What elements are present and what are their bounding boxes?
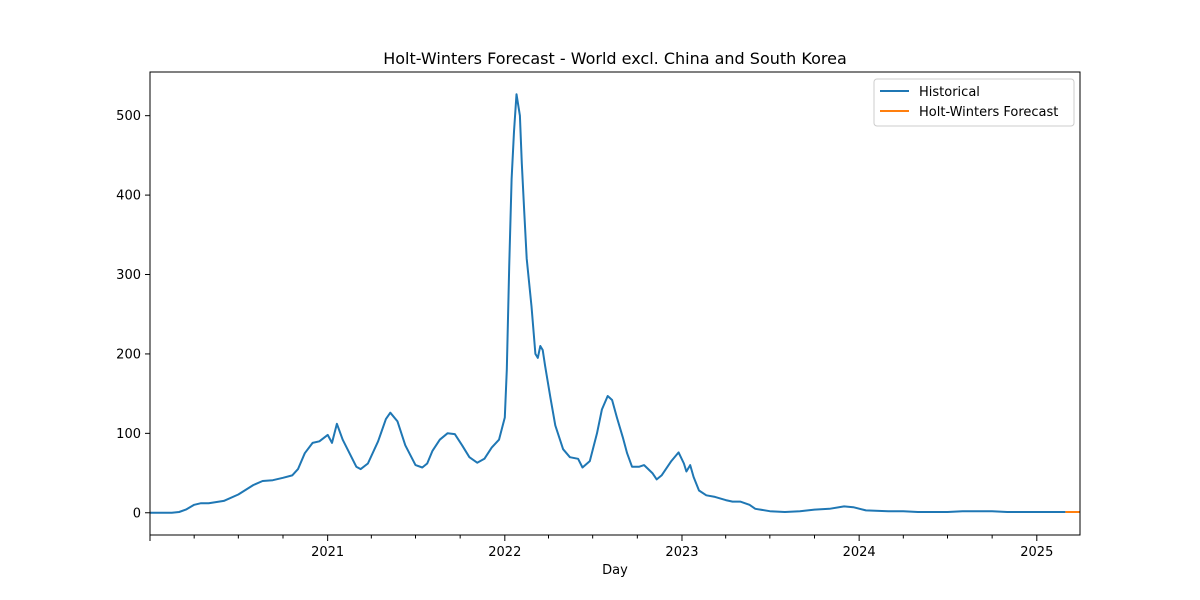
x-tick-label: 2024 bbox=[843, 545, 876, 560]
y-axis: 0 100 200 300 400 500 bbox=[116, 109, 150, 521]
x-tick-label: 2022 bbox=[488, 545, 521, 560]
x-tick-label: 2023 bbox=[665, 545, 698, 560]
plot-area bbox=[150, 93, 1080, 514]
x-axis-label: Day bbox=[602, 563, 628, 578]
chart-title: Holt-Winters Forecast - World excl. Chin… bbox=[383, 49, 847, 68]
y-tick-label: 300 bbox=[116, 268, 141, 283]
x-tick-label: 2025 bbox=[1020, 545, 1053, 560]
y-tick-label: 0 bbox=[133, 506, 141, 521]
legend: Historical Holt-Winters Forecast bbox=[873, 78, 1075, 127]
legend-box bbox=[873, 78, 1075, 127]
legend-label-forecast: Holt-Winters Forecast bbox=[919, 105, 1058, 120]
plot-frame bbox=[149, 71, 1081, 536]
y-tick-label: 500 bbox=[116, 109, 141, 124]
series-line-historical bbox=[150, 93, 1066, 514]
y-tick-label: 200 bbox=[116, 347, 141, 362]
y-tick-label: 400 bbox=[116, 189, 141, 204]
x-tick-label: 2021 bbox=[311, 545, 344, 560]
x-axis: 2021 2022 2023 2024 2025 bbox=[149, 535, 1053, 560]
y-tick-label: 100 bbox=[116, 427, 141, 442]
legend-label-historical: Historical bbox=[919, 85, 980, 100]
